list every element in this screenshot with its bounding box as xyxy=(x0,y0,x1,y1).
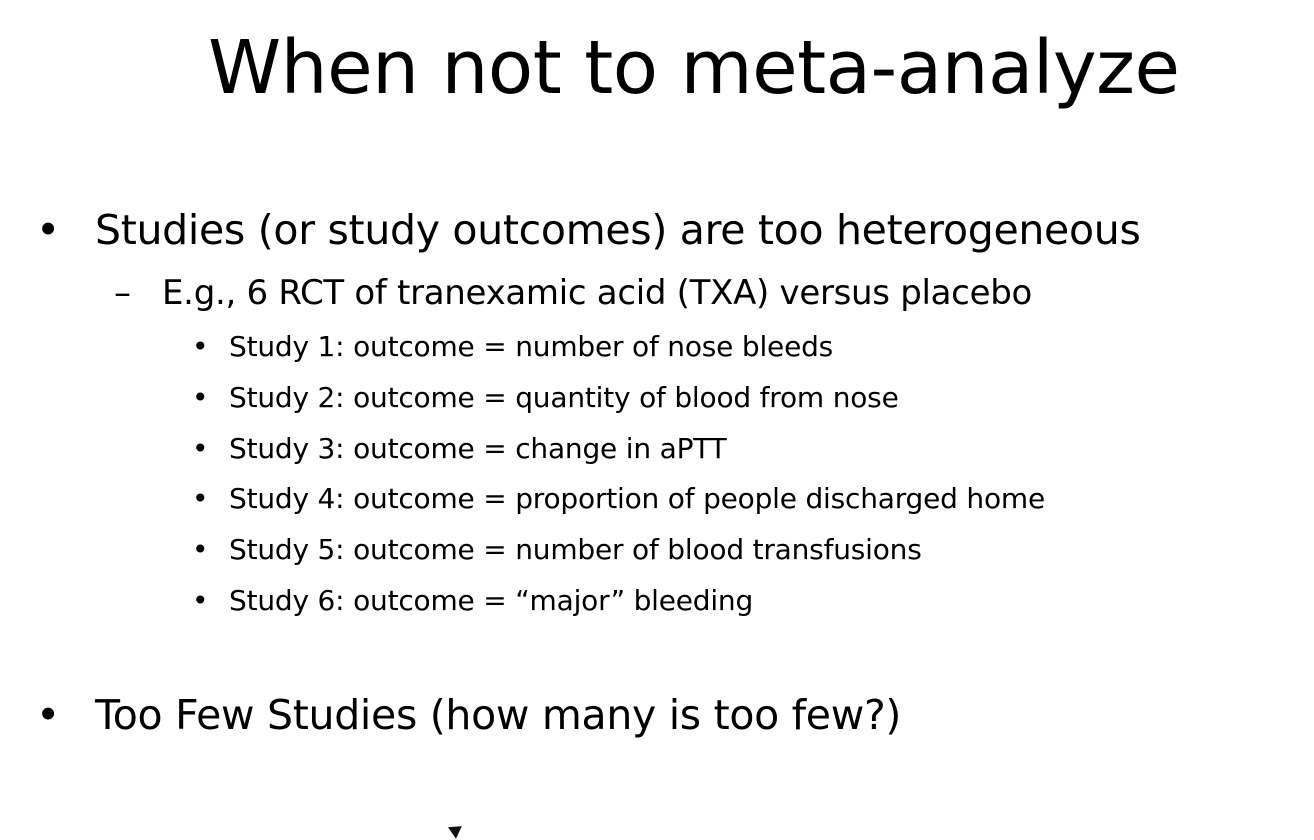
study-item-4: • Study 4: outcome = proportion of peopl… xyxy=(192,480,1045,518)
study-item-text: Study 4: outcome = proportion of people … xyxy=(229,482,1045,515)
bullet-marker: • xyxy=(192,432,209,465)
sub-point-example: – E.g., 6 RCT of tranexamic acid (TXA) v… xyxy=(114,271,1032,315)
study-item-text: Study 5: outcome = number of blood trans… xyxy=(229,533,922,566)
bullet-text: Studies (or study outcomes) are too hete… xyxy=(95,206,1141,254)
bullet-marker: • xyxy=(192,533,209,566)
slide-title: When not to meta-analyze xyxy=(208,25,1180,111)
bullet-marker: • xyxy=(192,381,209,414)
mouse-pointer-icon xyxy=(447,820,466,839)
bullet-point-heterogeneous: • Studies (or study outcomes) are too he… xyxy=(36,204,1141,256)
study-item-text: Study 2: outcome = quantity of blood fro… xyxy=(229,381,899,414)
study-item-6: • Study 6: outcome = “major” bleeding xyxy=(192,582,754,620)
dash-marker: – xyxy=(114,273,131,313)
study-item-text: Study 1: outcome = number of nose bleeds xyxy=(229,330,834,363)
study-item-1: • Study 1: outcome = number of nose blee… xyxy=(192,328,834,366)
bullet-marker: • xyxy=(192,482,209,515)
study-item-2: • Study 2: outcome = quantity of blood f… xyxy=(192,379,899,417)
study-item-5: • Study 5: outcome = number of blood tra… xyxy=(192,531,922,569)
bullet-marker: • xyxy=(192,330,209,363)
study-item-text: Study 6: outcome = “major” bleeding xyxy=(229,584,754,617)
study-item-text: Study 3: outcome = change in aPTT xyxy=(229,432,727,465)
sub-point-text: E.g., 6 RCT of tranexamic acid (TXA) ver… xyxy=(162,273,1032,313)
study-item-3: • Study 3: outcome = change in aPTT xyxy=(192,430,727,468)
bullet-point-too-few: • Too Few Studies (how many is too few?) xyxy=(36,689,902,741)
bullet-marker: • xyxy=(36,691,60,739)
bullet-marker: • xyxy=(36,206,60,254)
bullet-marker: • xyxy=(192,584,209,617)
bullet-text: Too Few Studies (how many is too few?) xyxy=(95,691,902,739)
